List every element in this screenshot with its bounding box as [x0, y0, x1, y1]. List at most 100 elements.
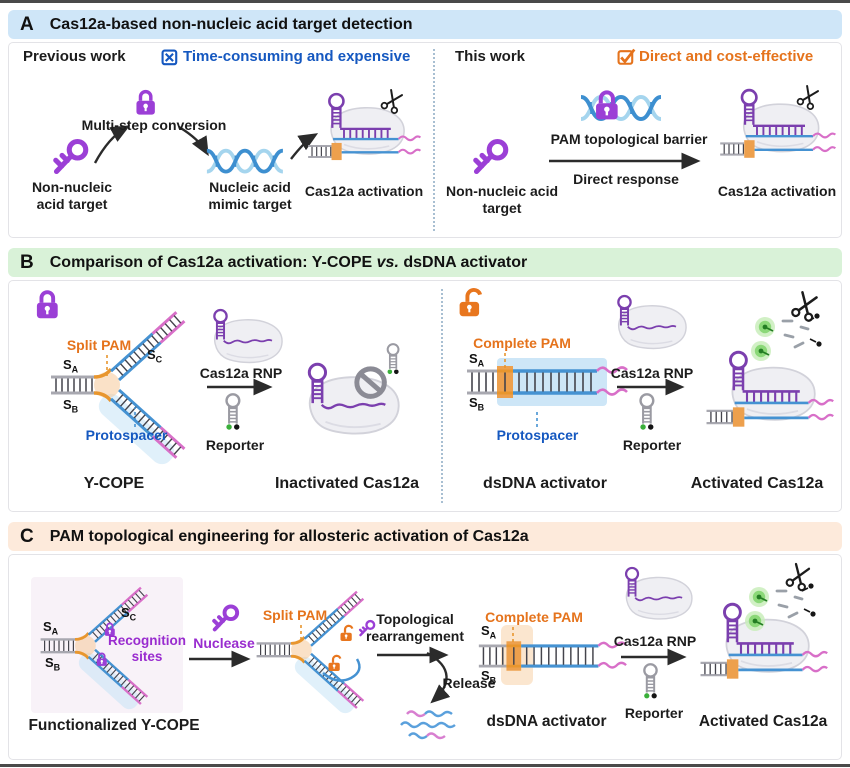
panel-c-title: PAM topological engineering for alloster… — [49, 527, 529, 545]
this-work-tag: Direct and cost-effective — [639, 48, 814, 65]
fluorophore-glow-icon — [754, 316, 776, 338]
activated-cas12a-label: Activated Cas12a — [698, 713, 828, 730]
panel-c-body: SA SB SC Recognition sites Functionalize… — [8, 554, 842, 760]
fluorophore-glow-icon — [748, 586, 770, 608]
panel-b-header: B Comparison of Cas12a activation: Y-COP… — [8, 248, 842, 277]
pam-lock-icon — [596, 92, 618, 119]
intact-reporter-icon — [386, 343, 400, 376]
bottom-border — [0, 764, 850, 767]
scissors-icon — [784, 561, 813, 593]
panel-a-body: Previous work Time-consuming and expensi… — [8, 42, 842, 238]
pam-barrier-label: PAM topological barrier — [550, 131, 708, 147]
multi-step-label: Multi-step conversion — [81, 117, 227, 133]
reporter-icon — [225, 393, 241, 431]
strand-label-sa: SA — [43, 619, 59, 637]
dsdna-activator-label: dsDNA activator — [483, 475, 607, 492]
dna-helix-icon — [579, 95, 663, 121]
previous-work-tag: Time-consuming and expensive — [183, 48, 411, 65]
dsdna-activator-structure — [477, 639, 628, 673]
activated-cas12a-label: Activated Cas12a — [690, 475, 824, 492]
key-icon — [212, 604, 240, 632]
top-border — [0, 0, 850, 3]
split-pam-label: Split PAM — [262, 607, 328, 623]
strand-label-sa: SA — [63, 357, 79, 375]
non-nucleic-target-label: Non-nucleic acid target — [31, 179, 113, 212]
reporter-label: Reporter — [205, 437, 265, 453]
key-icon — [56, 142, 86, 172]
cas12a-rnp-icon — [626, 568, 692, 619]
x-checkbox-icon — [161, 49, 178, 66]
cas12a-protein-icon — [720, 90, 835, 158]
strand-label-sc: SC — [147, 347, 163, 365]
complete-pam-label: Complete PAM — [485, 609, 583, 625]
reporter-icon — [639, 393, 655, 431]
fluorophore-glow-icon — [750, 340, 772, 362]
functionalized-ycope-box — [31, 577, 183, 713]
key-icon — [476, 142, 506, 172]
reporter-label: Reporter — [624, 705, 684, 721]
released-strands-icon — [399, 710, 457, 740]
this-work-heading: This work — [455, 48, 526, 65]
panel-a-header: A Cas12a-based non-nucleic acid target d… — [8, 10, 842, 39]
topological-rearrangement-label: Topological rearrangement — [365, 611, 465, 644]
inactivated-cas12a-icon — [309, 364, 398, 433]
panel-a-graphics — [9, 48, 841, 237]
inactivated-cas12a-label: Inactivated Cas12a — [274, 475, 420, 492]
panel-c-graphics — [31, 561, 841, 740]
lock-open-icon — [339, 624, 354, 643]
cas12a-rnp-label: Cas12a RNP — [199, 365, 283, 381]
panel-c-header: C PAM topological engineering for allost… — [8, 522, 842, 551]
mimic-target-label: Nucleic acid mimic target — [208, 179, 292, 212]
strand-label-sa: SA — [481, 623, 497, 641]
nuclease-label: Nuclease — [193, 635, 255, 651]
panel-b-divider — [441, 289, 443, 503]
previous-work-heading: Previous work — [23, 48, 126, 65]
split-pam-label: Split PAM — [66, 337, 132, 353]
non-nucleic-target-label: Non-nucleic acid target — [445, 183, 559, 216]
complete-pam-label: Complete PAM — [473, 335, 571, 351]
protospacer-label: Protospacer — [496, 427, 579, 443]
reporter-label: Reporter — [622, 437, 682, 453]
cleaved-reporter-fragments — [781, 311, 823, 349]
cas12a-protein-icon — [308, 94, 420, 160]
panel-b-graphics — [34, 287, 841, 511]
strand-label-sb: SB — [469, 395, 485, 413]
curved-arrow — [93, 125, 131, 164]
curved-arrow — [290, 133, 319, 160]
activated-cas12a-icon — [707, 352, 834, 426]
panel-a-letter: A — [20, 13, 34, 35]
panel-a: A Cas12a-based non-nucleic acid target d… — [8, 10, 842, 238]
strand-label-sb: SB — [481, 668, 497, 686]
functionalized-ycope-label: Functionalized Y-COPE — [28, 717, 200, 734]
recognition-sites-label: Recognition sites — [108, 633, 186, 664]
cas12a-rnp-icon — [618, 296, 686, 348]
cas12a-rnp-label: Cas12a RNP — [610, 365, 694, 381]
cas12a-activation-label: Cas12a activation — [304, 183, 424, 199]
y-cope-structure — [51, 312, 184, 468]
protospacer-label: Protospacer — [85, 427, 168, 443]
panel-a-title: Cas12a-based non-nucleic acid target det… — [49, 15, 413, 33]
panel-a-divider — [433, 49, 435, 231]
panel-b-title: Comparison of Cas12a activation: Y-COPE … — [49, 253, 528, 271]
strand-label-sb: SB — [63, 397, 79, 415]
curved-arrow — [178, 125, 209, 157]
lock-closed-icon — [134, 89, 157, 117]
strand-label-sc: SC — [121, 605, 137, 623]
strand-label-sb: SB — [45, 655, 61, 673]
reporter-icon — [643, 663, 658, 700]
release-label: Release — [442, 675, 496, 691]
y-cope-label: Y-COPE — [83, 475, 145, 492]
panel-c: C PAM topological engineering for allost… — [8, 522, 842, 760]
panel-b-letter: B — [20, 251, 34, 273]
fluorophore-glow-icon — [744, 610, 766, 632]
released-strand-curl — [322, 658, 361, 682]
cas12a-rnp-label: Cas12a RNP — [613, 633, 697, 649]
check-checkbox-icon — [617, 48, 636, 66]
dna-helix-icon — [204, 148, 285, 174]
lock-closed-icon — [34, 290, 60, 321]
lock-open-icon — [327, 654, 342, 673]
panel-b-body: Split PAM SA SB SC Protospacer Cas12a RN… — [8, 280, 842, 512]
strand-label-sa: SA — [469, 351, 485, 369]
activated-cas12a-icon — [701, 604, 828, 678]
panel-b: B Comparison of Cas12a activation: Y-COP… — [8, 248, 842, 512]
